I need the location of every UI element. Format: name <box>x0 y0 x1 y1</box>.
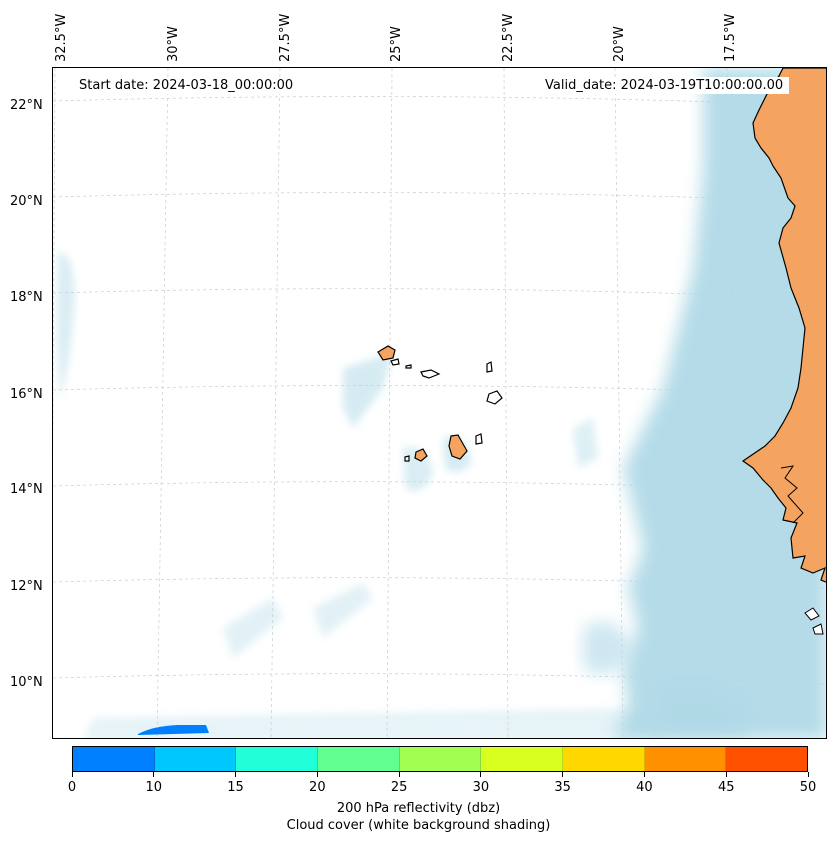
lon-label-25w: 25°W <box>389 26 404 62</box>
colorbar-tick-label: 40 <box>636 780 653 795</box>
sao-nicolau-island <box>420 369 441 379</box>
colorbar-tick-label: 35 <box>554 780 571 795</box>
lon-label-22-5w: 22.5°W <box>501 13 516 62</box>
cape-verde-islands <box>377 345 503 462</box>
colorbar <box>72 746 808 772</box>
lat-label-14n: 14°N <box>10 482 43 497</box>
colorbar-tick-mark <box>643 772 645 777</box>
colorbar-segment-2 <box>236 747 319 771</box>
africa-landmass <box>741 68 826 583</box>
colorbar-tick-mark <box>398 772 400 777</box>
bijagos-islands <box>804 607 824 635</box>
map-panel[interactable] <box>52 67 827 739</box>
colorbar-tick-mark <box>480 772 482 777</box>
colorbar-tick-label: 30 <box>472 780 490 795</box>
colorbar-tick-mark <box>562 772 564 777</box>
colorbar-tick-mark <box>807 772 809 777</box>
colorbar-tick-label: 10 <box>145 780 163 795</box>
colorbar-tick-mark <box>316 772 318 777</box>
colorbar-tick-mark <box>235 772 237 777</box>
valid-date-label: Valid_date: 2024-03-19T10:00:00.00 <box>539 77 790 94</box>
lon-label-30w: 30°W <box>166 26 181 62</box>
colorbar-label: 200 hPa reflectivity (dbz) <box>336 801 501 816</box>
colorbar-tick-mark <box>725 772 727 777</box>
colorbar-segment-5 <box>481 747 564 771</box>
santo-antao-island <box>377 345 396 361</box>
colorbar-tick-label: 15 <box>227 780 244 795</box>
sao-vicente-island <box>390 358 400 366</box>
lat-label-18n: 18°N <box>10 290 43 305</box>
lon-label-20w: 20°W <box>612 26 627 62</box>
colorbar-sublabel: Cloud cover (white background shading) <box>286 818 551 833</box>
colorbar-segment-1 <box>154 747 237 771</box>
coastline-detail <box>780 465 804 524</box>
map-canvas <box>53 68 826 738</box>
santa-luzia-island <box>405 364 412 369</box>
lat-label-10n: 10°N <box>10 675 43 690</box>
colorbar-segment-0 <box>73 747 155 771</box>
lon-label-17-5w: 17.5°W <box>723 13 738 62</box>
colorbar-tick-label: 50 <box>799 780 817 795</box>
gridlines <box>53 68 826 738</box>
boa-vista-island <box>486 390 503 405</box>
lon-label-32-5w: 32.5°W <box>54 13 69 62</box>
lat-label-22n: 22°N <box>10 98 43 113</box>
colorbar-tick-label: 20 <box>309 780 326 795</box>
reflectivity-patch <box>138 725 209 735</box>
sal-island <box>486 361 493 373</box>
santiago-island <box>448 434 468 460</box>
lon-label-27-5w: 27.5°W <box>278 13 293 62</box>
colorbar-segment-3 <box>318 747 400 771</box>
start-date-label: Start date: 2024-03-18_00:00:00 <box>73 77 300 94</box>
colorbar-tick-label: 25 <box>390 780 408 795</box>
lat-label-12n: 12°N <box>10 579 43 594</box>
maio-island <box>475 433 483 445</box>
colorbar-tick-label: 0 <box>67 780 77 795</box>
fogo-island <box>414 448 428 462</box>
colorbar-tick-mark <box>153 772 155 777</box>
colorbar-tick-label: 45 <box>717 780 735 795</box>
cloud-cover <box>57 68 826 738</box>
colorbar-segment-7 <box>644 747 727 771</box>
lat-label-16n: 16°N <box>10 387 43 402</box>
colorbar-segment-8 <box>726 747 808 771</box>
colorbar-segment-6 <box>563 747 645 771</box>
lat-label-20n: 20°N <box>10 194 43 209</box>
colorbar-segment-4 <box>399 747 482 771</box>
colorbar-tick-mark <box>71 772 73 777</box>
brava-island <box>404 455 410 462</box>
